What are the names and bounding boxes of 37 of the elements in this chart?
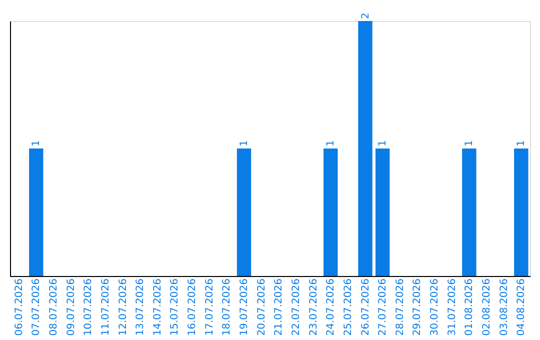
x-tick-label: 13.07.2026	[135, 278, 146, 336]
x-tick-label: 04.08.2026	[516, 278, 528, 336]
data-label: 2	[360, 12, 372, 19]
x-tick-label: 03.08.2026	[498, 278, 510, 336]
data-label: 1	[378, 140, 389, 146]
data-label: 1	[464, 140, 476, 146]
x-tick-label: 08.07.2026	[48, 278, 60, 336]
x-tick-label: 21.07.2026	[274, 278, 285, 336]
x-tick-label: 12.07.2026	[118, 278, 129, 336]
x-tick-label: 20.07.2026	[256, 278, 268, 336]
x-tick-label: 25.07.2026	[342, 278, 354, 336]
x-tick-label: 15.07.2026	[170, 278, 181, 336]
x-tick-label: 01.08.2026	[464, 278, 476, 336]
x-tick-label: 24.07.2026	[326, 278, 337, 336]
x-tick-label: 06.07.2026	[14, 278, 25, 336]
x-tick-label: 23.07.2026	[308, 278, 320, 336]
data-label: 1	[239, 140, 250, 146]
x-tick-label: 29.07.2026	[412, 278, 424, 336]
x-tick-label: 17.07.2026	[204, 278, 216, 336]
x-tick-label: 18.07.2026	[222, 278, 233, 336]
x-tick-label: 22.07.2026	[290, 278, 302, 336]
x-tick-label: 11.07.2026	[100, 278, 112, 336]
x-tick-label: 30.07.2026	[430, 278, 441, 336]
x-tick-label: 19.07.2026	[239, 278, 250, 336]
x-tick-label: 09.07.2026	[66, 278, 77, 336]
x-tick-label: 28.07.2026	[394, 278, 406, 336]
data-label: 1	[31, 140, 42, 146]
data-label: 1	[326, 140, 337, 146]
x-tick-label: 10.07.2026	[83, 278, 94, 336]
x-tick-label: 31.07.2026	[446, 278, 458, 336]
x-tick-label: 14.07.2026	[152, 278, 164, 336]
x-tick-label: 16.07.2026	[187, 278, 198, 336]
x-tick-label: 02.08.2026	[482, 278, 493, 336]
x-tick-label: 07.07.2026	[31, 278, 42, 336]
x-tick-label: 27.07.2026	[378, 278, 389, 336]
data-label: 1	[516, 140, 528, 146]
x-tick-label: 26.07.2026	[360, 278, 372, 336]
